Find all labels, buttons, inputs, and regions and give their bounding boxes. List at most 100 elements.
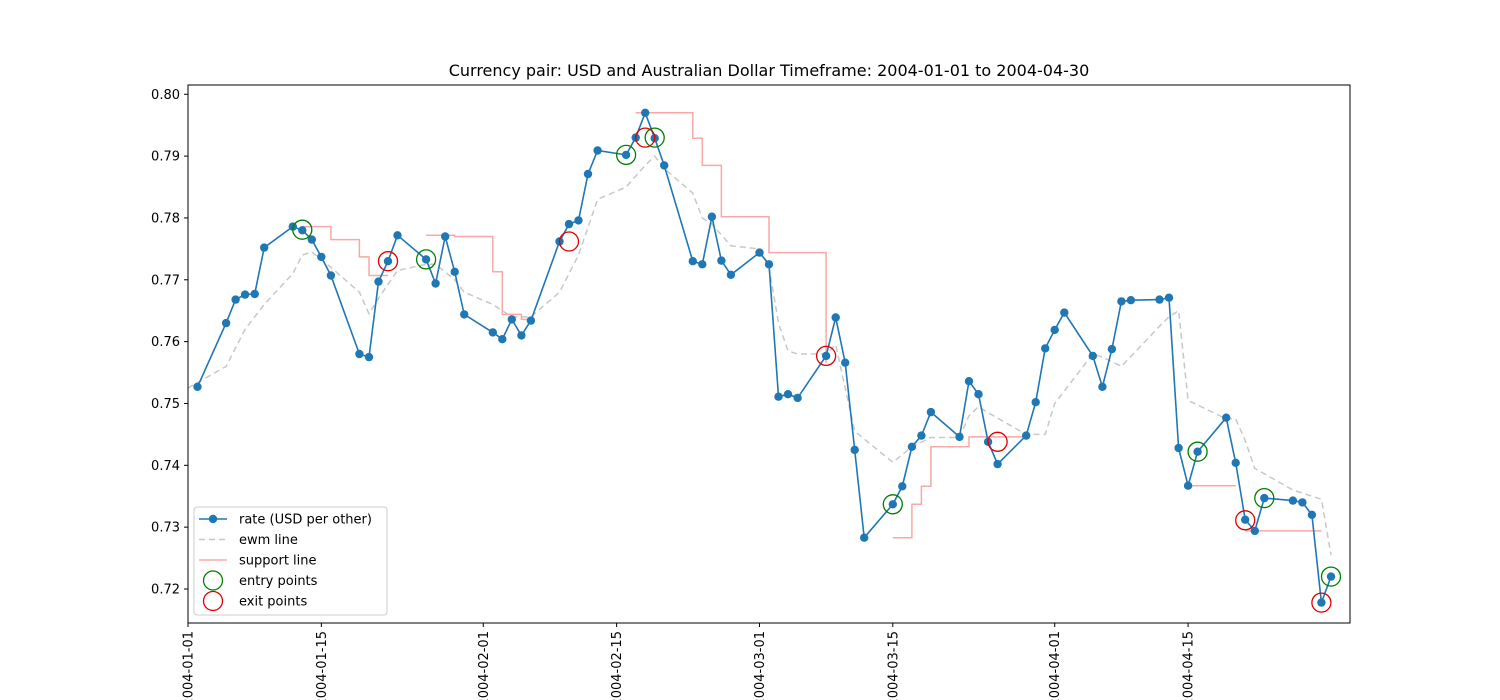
x-tick-label: 2004-01-01 xyxy=(182,631,197,700)
exit-point xyxy=(377,251,399,272)
rate-point xyxy=(783,390,793,399)
legend-label: entry points xyxy=(239,574,318,589)
x-tick-label: 2004-02-15 xyxy=(610,631,625,700)
x-tick-label: 2004-01-15 xyxy=(315,631,330,700)
x-tick-label: 2004-04-15 xyxy=(1182,631,1197,700)
rate-point xyxy=(193,382,202,391)
y-tick-label: 0.73 xyxy=(151,521,180,536)
x-axis: 2004-01-01 2004-01-15 2004-02-01 2004-02-15… xyxy=(182,623,1197,700)
exit-point xyxy=(815,345,837,367)
rate-point xyxy=(488,328,497,337)
rate-point xyxy=(317,252,326,262)
rate-point xyxy=(888,500,897,509)
rate-point xyxy=(1060,308,1069,317)
x-tick-label: 2004-02-01 xyxy=(477,631,492,700)
rate-point xyxy=(831,313,840,322)
exit-point xyxy=(558,231,580,252)
rate-point xyxy=(574,216,583,225)
chart-title: Currency pair: USD and Australian Dollar… xyxy=(449,61,1090,80)
support-line-segment xyxy=(635,112,827,363)
y-axis: 0.72 0.73 0.74 0.75 0.76 0.77 0.78 0.79 0.80 xyxy=(151,88,188,597)
rate-point xyxy=(1174,443,1183,453)
rate-point xyxy=(974,390,983,399)
rate-point xyxy=(355,349,364,359)
support-line-segment xyxy=(426,234,532,321)
rate-point xyxy=(726,270,736,279)
y-tick-label: 0.74 xyxy=(151,459,180,474)
rate-point xyxy=(526,316,536,325)
support-line-segment xyxy=(892,436,1027,539)
rate-point xyxy=(250,289,259,299)
rate-point xyxy=(1041,344,1050,353)
rate-point xyxy=(460,310,469,319)
rate-point xyxy=(298,226,307,235)
rate-point xyxy=(1126,296,1136,305)
rate-point xyxy=(821,351,831,361)
rate-point xyxy=(1288,496,1298,505)
rate-point xyxy=(955,432,964,442)
entry-point xyxy=(1254,487,1275,509)
y-tick-label: 0.80 xyxy=(151,88,180,103)
entry-point xyxy=(882,494,903,515)
plot-frame xyxy=(187,84,1351,624)
y-tick-label: 0.72 xyxy=(151,582,180,597)
rate-point xyxy=(240,290,250,299)
rate-point xyxy=(260,243,269,252)
legend-swatch-circle xyxy=(202,590,224,612)
rate-point xyxy=(383,257,393,266)
legend: rate (USD per other) ewm line support line… xyxy=(193,506,388,616)
rate-point xyxy=(498,335,507,344)
rate-point xyxy=(964,377,974,386)
rate-point xyxy=(860,533,869,542)
y-tick-label: 0.79 xyxy=(151,150,180,165)
rate-point xyxy=(850,445,859,455)
y-tick-label: 0.75 xyxy=(151,397,180,412)
legend-label: ewm line xyxy=(239,533,298,548)
rate-point xyxy=(593,146,602,155)
legend-box xyxy=(193,506,388,616)
rate-point xyxy=(660,161,669,170)
rate-point xyxy=(326,271,336,280)
rate-point xyxy=(1155,295,1164,304)
rate-point xyxy=(688,257,697,266)
entry-point xyxy=(1187,441,1208,462)
rate-point xyxy=(707,212,717,221)
rate-point xyxy=(1326,572,1336,581)
support-line-segment xyxy=(302,225,388,277)
rate-point xyxy=(621,150,631,160)
rate-point xyxy=(1021,431,1031,440)
rate-point xyxy=(441,232,450,241)
y-tick-label: 0.78 xyxy=(151,211,180,226)
rate-point xyxy=(564,219,574,229)
entry-point xyxy=(1320,566,1342,587)
rate-point xyxy=(993,459,1002,469)
entry-point xyxy=(644,127,665,148)
x-tick-label: 2004-03-15 xyxy=(886,631,901,700)
rate-point xyxy=(926,407,936,417)
exit-point xyxy=(1311,592,1332,613)
plot-area xyxy=(188,108,1342,613)
rate-point xyxy=(1222,413,1231,422)
rate-point xyxy=(1250,526,1260,536)
rate-point xyxy=(374,277,383,286)
rate-point xyxy=(1298,498,1307,507)
rate-point xyxy=(1031,398,1040,407)
rate-point xyxy=(421,255,431,264)
rate-point xyxy=(917,431,926,440)
rate-point xyxy=(583,169,593,179)
rate-point xyxy=(717,256,726,265)
x-tick-label: 2004-03-01 xyxy=(753,631,768,700)
y-tick-label: 0.77 xyxy=(151,273,180,288)
rate-point xyxy=(698,260,707,269)
legend-swatch-rate-marker xyxy=(208,514,218,524)
legend-label: support line xyxy=(239,554,317,569)
rate-point xyxy=(221,318,231,328)
rate-point xyxy=(364,352,374,362)
rate-point xyxy=(1117,297,1126,306)
y-tick-label: 0.76 xyxy=(151,335,180,350)
entry-point xyxy=(415,249,437,270)
rate-point xyxy=(517,331,526,340)
entry-point xyxy=(615,144,637,166)
